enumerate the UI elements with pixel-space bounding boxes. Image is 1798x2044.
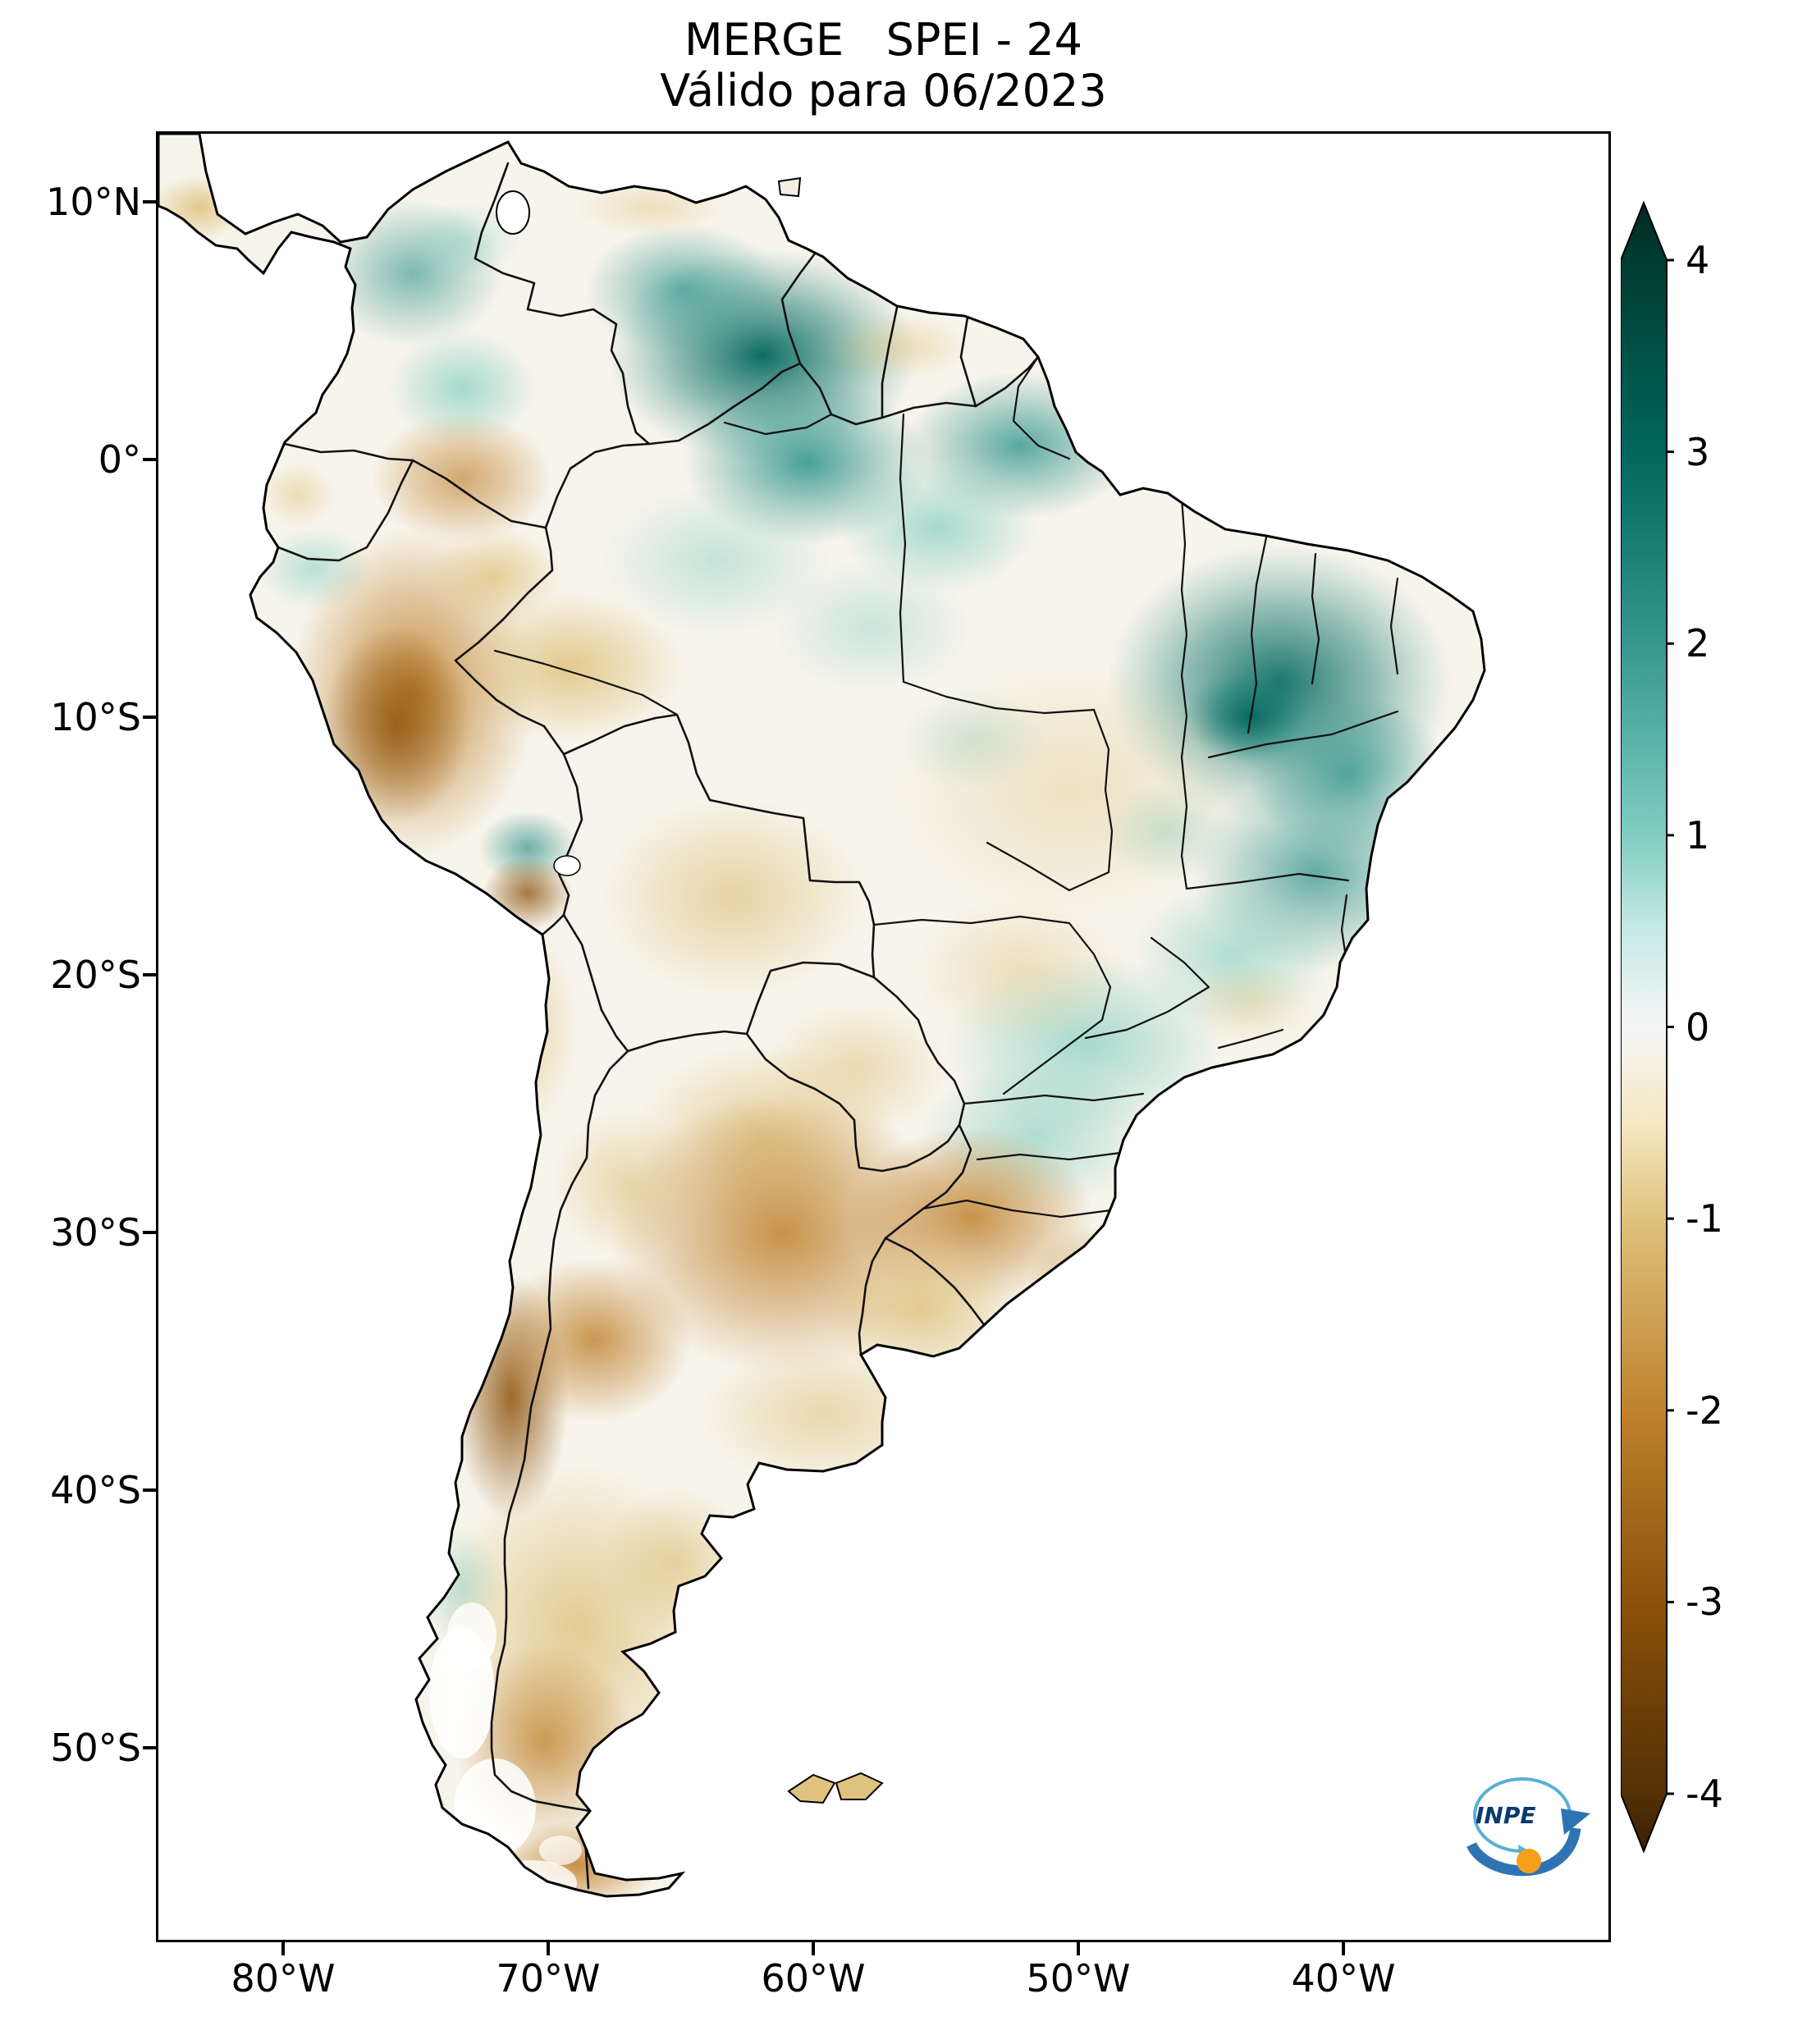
y-tick-label-10n: 10°N <box>46 180 141 224</box>
logo-arrowhead <box>1561 1809 1590 1835</box>
x-tick-label-50w: 50°W <box>1026 1956 1131 2001</box>
cb-tick-2: 2 <box>1686 621 1710 665</box>
cb-tick-4: 4 <box>1686 238 1710 282</box>
x-tick-mark <box>812 1942 815 1955</box>
x-tick-label-60w: 60°W <box>761 1956 866 2001</box>
lakes <box>496 190 581 876</box>
cb-tick-m1: -1 <box>1686 1196 1723 1241</box>
cb-tick-m4: -4 <box>1686 1772 1723 1816</box>
y-tick-label-50s: 50°S <box>50 1726 141 1770</box>
y-tick-mark <box>143 1231 156 1234</box>
inpe-logo: INPE <box>1466 1777 1590 1877</box>
y-tick-label-20s: 20°S <box>50 953 141 997</box>
x-tick-mark <box>1342 1942 1345 1955</box>
x-tick-label-40w: 40°W <box>1291 1956 1396 2001</box>
y-tick-mark <box>143 200 156 203</box>
y-tick-mark <box>143 973 156 976</box>
cb-tick-m2: -2 <box>1686 1388 1723 1433</box>
inpe-logo-text: INPE <box>1475 1802 1536 1829</box>
cb-tick-1: 1 <box>1686 813 1710 857</box>
falkland-island-east <box>835 1772 884 1800</box>
state-borders <box>493 355 1399 1219</box>
country-borders <box>277 162 1040 1890</box>
logo-arrow-arc <box>1466 1827 1581 1877</box>
colorbar-tick-marks <box>1667 258 1674 1795</box>
logo-swirl-arc <box>1473 1777 1572 1854</box>
y-tick-mark <box>143 716 156 719</box>
y-tick-label-40s: 40°S <box>50 1468 141 1512</box>
cb-tick-m3: -3 <box>1686 1580 1723 1624</box>
spei-field <box>158 134 1485 1896</box>
y-tick-mark <box>143 1488 156 1492</box>
y-tick-label-30s: 30°S <box>50 1210 141 1255</box>
y-tick-label-0: 0° <box>98 437 141 482</box>
x-tick-mark <box>281 1942 285 1955</box>
x-tick-mark <box>1077 1942 1080 1955</box>
y-tick-label-10s: 10°S <box>50 695 141 739</box>
y-tick-mark <box>143 1746 156 1749</box>
falkland-island-west <box>787 1773 836 1804</box>
logo-orange-dot <box>1517 1849 1541 1873</box>
islands <box>777 176 884 1804</box>
x-tick-mark <box>547 1942 550 1955</box>
figure-title-block: MERGE SPEI - 24 Válido para 06/2023 <box>156 15 1611 117</box>
colorbar <box>1621 201 1674 1854</box>
figure-title: MERGE SPEI - 24 <box>684 14 1083 66</box>
south-america-map <box>158 134 1486 1898</box>
cb-tick-0: 0 <box>1686 1005 1710 1049</box>
colorbar-gradient <box>1621 201 1668 1854</box>
cb-tick-3: 3 <box>1686 430 1710 474</box>
y-tick-mark <box>143 458 156 461</box>
x-tick-label-80w: 80°W <box>231 1956 336 2001</box>
x-tick-label-70w: 70°W <box>496 1956 601 2001</box>
map-frame <box>156 131 1611 1942</box>
figure-subtitle: Válido para 06/2023 <box>660 65 1107 117</box>
